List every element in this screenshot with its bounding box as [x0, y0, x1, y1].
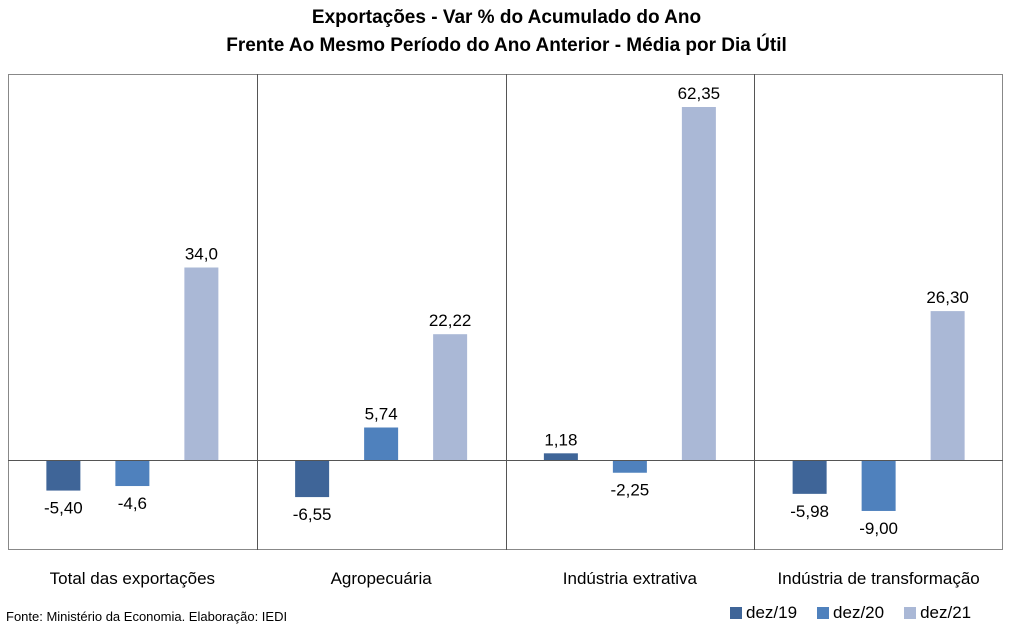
bar	[184, 267, 219, 460]
data-label: 34,0	[185, 245, 218, 264]
chart-title-line1: Exportações - Var % do Acumulado do Ano	[311, 7, 702, 28]
category-label: Total das exportações	[50, 569, 215, 588]
legend: dez/19 dez/20 dez/21	[730, 603, 971, 623]
bar	[115, 460, 150, 487]
data-label: 1,18	[544, 430, 577, 449]
data-label: -4,6	[118, 494, 147, 513]
source-note: Fonte: Ministério da Economia. Elaboraçã…	[6, 609, 288, 624]
data-label: 26,30	[926, 288, 969, 307]
data-label: 62,35	[678, 84, 721, 103]
bar	[543, 453, 578, 460]
bar	[861, 460, 896, 511]
data-label: -2,25	[611, 481, 650, 500]
legend-swatch	[730, 607, 742, 619]
bar-chart: -5,40 -6,55 1,18 -5,98 -4,6 5,74 -2,25 -9,00 34,…	[8, 74, 1003, 588]
legend-label: dez/20	[833, 603, 885, 622]
legend-label: dez/21	[920, 603, 972, 622]
bar	[681, 107, 716, 460]
bar	[792, 460, 827, 494]
bar	[612, 460, 647, 473]
legend-item: dez/21	[904, 603, 971, 623]
legend-item: dez/20	[817, 603, 884, 623]
data-label: -5,98	[790, 502, 829, 521]
bar	[295, 460, 330, 498]
chart-title-line2: Frente Ao Mesmo Período do Ano Anterior …	[226, 35, 787, 56]
data-label: -5,40	[44, 499, 83, 518]
category-label: Agropecuária	[331, 569, 433, 588]
legend-swatch	[904, 607, 917, 619]
legend-label: dez/19	[746, 603, 798, 622]
legend-swatch	[817, 607, 830, 619]
bar	[433, 334, 468, 460]
plot-area-border	[8, 74, 1003, 550]
data-label: -6,55	[293, 505, 332, 524]
data-label: 5,74	[365, 405, 398, 424]
data-label: -9,00	[859, 519, 898, 538]
data-label: 22,22	[429, 311, 472, 330]
chart-title: Exportações - Var % do Acumulado do Ano …	[0, 4, 1013, 60]
bar	[46, 460, 81, 491]
legend-item: dez/19	[730, 603, 797, 623]
bar	[930, 311, 965, 460]
bar	[364, 427, 399, 460]
category-label: Indústria de transformação	[778, 569, 980, 588]
category-label: Indústria extrativa	[563, 569, 698, 588]
